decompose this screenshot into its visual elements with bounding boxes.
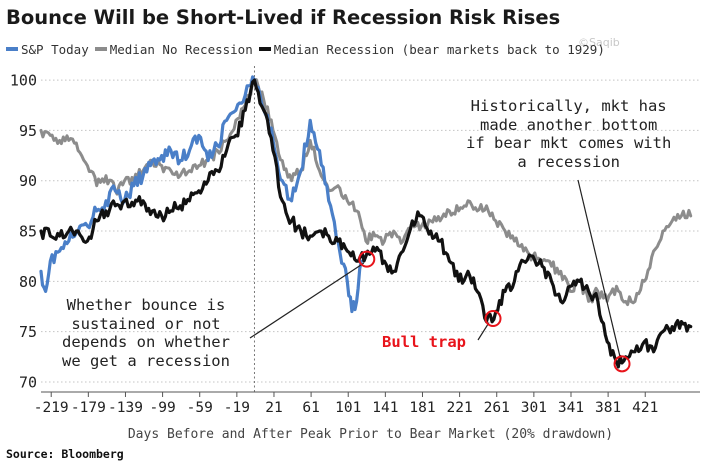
x-tick-label: 221	[447, 400, 473, 416]
watermark: ©Saqib	[578, 36, 620, 49]
chart-title: Bounce Will be Short-Lived if Recession …	[6, 6, 561, 29]
legend-label-median-no-recession: Median No Recession	[109, 41, 253, 57]
y-axis: 70 75 80 85 90 95 100	[10, 72, 37, 392]
series-line-sp-today	[39, 75, 363, 314]
y-tick-label: 90	[19, 172, 37, 190]
x-tick-label: 381	[595, 400, 621, 416]
x-tick-label: -19	[224, 400, 250, 416]
legend-swatch-median-recession	[258, 47, 271, 51]
x-tick-label: 341	[558, 400, 584, 416]
legend-item-median-no-recession: Median No Recession	[94, 41, 253, 57]
x-tick-label: -219	[34, 400, 69, 416]
x-axis-label: Days Before and After Peak Prior to Bear…	[128, 427, 613, 442]
x-tick-label: 181	[409, 400, 435, 416]
annotation-arrow	[577, 179, 621, 357]
x-tick-label: 421	[632, 400, 658, 416]
x-tick-label: 61	[302, 400, 319, 416]
annotation-bounce: Whether bounce is sustained or not depen…	[62, 296, 230, 370]
x-axis: -219 -179 -139 -99 -59 -19 21 61 101 141 181 221 261…	[34, 391, 700, 442]
x-tick-label: 301	[521, 400, 547, 416]
annotation-arrow	[249, 262, 365, 339]
x-tick-label: 261	[484, 400, 510, 416]
x-tick-label: -99	[149, 400, 175, 416]
y-tick-label: 75	[19, 323, 37, 341]
annotation-historical: Historically, mkt has made another botto…	[466, 97, 672, 171]
highlight-circles	[358, 250, 631, 373]
legend-label-sp-today: S&P Today	[21, 41, 89, 57]
chart-legend: S&P Today Median No Recession Median Rec…	[6, 41, 611, 57]
x-tick-label: -139	[108, 400, 143, 416]
legend-swatch-median-no-recession	[94, 47, 107, 51]
legend-item-median-recession: Median Recession (bear markets back to 1…	[258, 41, 605, 57]
legend-swatch-sp-today	[6, 47, 18, 51]
legend-item-sp-today: S&P Today	[6, 42, 89, 57]
x-tick-label: 21	[265, 400, 282, 416]
x-tick-label: -179	[71, 400, 106, 416]
y-tick-label: 85	[19, 223, 37, 241]
series-line-median-recession	[39, 78, 693, 369]
annotation-bull-trap: Bull trap	[382, 333, 466, 351]
annotation-arrows	[249, 179, 621, 357]
highlight-circle	[613, 355, 631, 373]
highlight-circle	[484, 310, 502, 328]
highlight-circle	[358, 250, 376, 268]
y-tick-label: 70	[19, 373, 37, 391]
y-tick-label: 80	[19, 273, 37, 291]
y-tick-label: 95	[19, 122, 37, 140]
x-tick-label: -59	[187, 400, 213, 416]
annotation-arrow	[477, 322, 490, 341]
y-tick-label: 100	[10, 72, 37, 90]
source-note: Source: Bloomberg	[6, 447, 124, 461]
legend-label-median-recession: Median Recession (bear markets back to 1…	[273, 41, 605, 57]
x-tick-label: 141	[372, 400, 398, 416]
series-lines	[39, 75, 693, 369]
x-tick-label: 101	[335, 400, 361, 416]
